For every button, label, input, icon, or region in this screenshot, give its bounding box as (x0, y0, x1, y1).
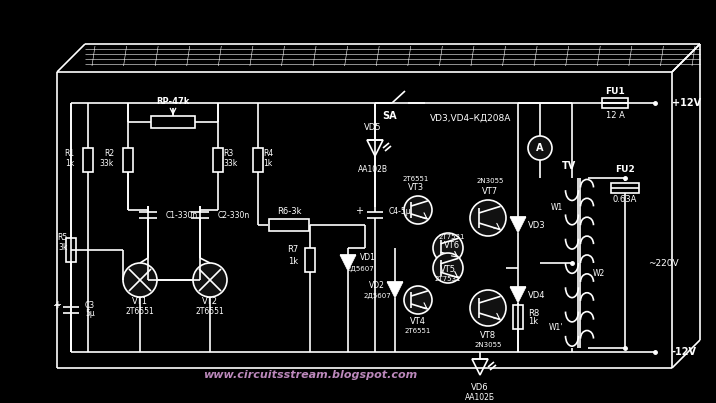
Text: 2Д5607: 2Д5607 (346, 266, 374, 272)
Text: 3k: 3k (59, 243, 68, 253)
Circle shape (470, 200, 506, 236)
Text: W2: W2 (593, 268, 605, 278)
Text: VT8: VT8 (480, 330, 496, 339)
Text: www.circuitsstream.blogspot.com: www.circuitsstream.blogspot.com (203, 370, 417, 380)
Text: VT6: VT6 (444, 241, 460, 251)
Circle shape (433, 233, 463, 263)
Bar (151, 116, 195, 128)
Text: 12 A: 12 A (606, 112, 624, 120)
Text: 2T6551: 2T6551 (403, 176, 429, 182)
Text: VD4: VD4 (528, 291, 546, 299)
Text: VD6: VD6 (471, 382, 489, 391)
Circle shape (470, 290, 506, 326)
Circle shape (404, 286, 432, 314)
Text: VT5: VT5 (440, 266, 456, 274)
Bar (269, 219, 309, 231)
Text: 33k: 33k (100, 158, 114, 168)
Text: C1-330n: C1-330n (166, 210, 198, 220)
Text: 2T6551: 2T6551 (195, 307, 224, 316)
Polygon shape (510, 217, 526, 233)
Text: +: + (53, 300, 61, 310)
Bar (123, 148, 133, 172)
Text: +: + (52, 301, 60, 311)
Text: VD3: VD3 (528, 220, 546, 229)
Text: 2T6551: 2T6551 (405, 328, 431, 334)
Text: SA: SA (382, 111, 397, 121)
Circle shape (528, 136, 552, 160)
Circle shape (123, 263, 157, 297)
Bar (513, 305, 523, 329)
Text: TV: TV (562, 161, 576, 171)
Bar (66, 238, 76, 262)
Text: W1: W1 (551, 204, 563, 212)
Text: R8: R8 (528, 309, 539, 318)
Text: R1: R1 (64, 148, 74, 158)
Circle shape (404, 196, 432, 224)
Text: АА102Б: АА102Б (465, 393, 495, 401)
Text: VT2: VT2 (202, 297, 218, 307)
Text: 0.63A: 0.63A (613, 195, 637, 204)
Text: R3: R3 (223, 148, 233, 158)
Text: 1k: 1k (64, 158, 74, 168)
Text: +: + (355, 206, 363, 216)
Text: W1': W1' (548, 324, 563, 332)
Text: VD5: VD5 (364, 123, 382, 133)
Text: 5μ: 5μ (85, 310, 95, 318)
Text: 2N3055: 2N3055 (474, 342, 502, 348)
Text: VT1: VT1 (132, 297, 148, 307)
Text: -12V: -12V (672, 347, 697, 357)
Text: 1k: 1k (263, 158, 272, 168)
Text: RP-47k: RP-47k (156, 96, 190, 106)
Text: 2T7531: 2T7531 (435, 276, 461, 282)
Text: FU1: FU1 (605, 87, 625, 96)
Text: 2T7531: 2T7531 (439, 234, 465, 240)
Text: R5: R5 (58, 233, 68, 241)
Text: R2: R2 (104, 148, 114, 158)
Text: 2T6551: 2T6551 (125, 307, 155, 316)
Text: ~220V: ~220V (648, 258, 679, 268)
Text: 1k: 1k (528, 318, 538, 326)
Bar (602, 98, 628, 108)
Bar (305, 248, 315, 272)
Text: C4-5μ: C4-5μ (389, 206, 412, 216)
Text: C3: C3 (85, 301, 95, 310)
Text: 1k: 1k (288, 256, 298, 266)
Polygon shape (340, 255, 356, 271)
Circle shape (193, 263, 227, 297)
Text: FU2: FU2 (615, 166, 635, 174)
Polygon shape (510, 287, 526, 303)
Text: 2N3055: 2N3055 (476, 178, 503, 184)
Text: VT7: VT7 (482, 187, 498, 195)
Circle shape (433, 253, 463, 283)
Bar (83, 148, 93, 172)
Text: C2-330n: C2-330n (218, 210, 251, 220)
Text: VD2: VD2 (369, 280, 385, 289)
Text: 33k: 33k (223, 158, 237, 168)
Text: VT4: VT4 (410, 318, 426, 326)
Text: A: A (536, 143, 543, 153)
Bar (611, 183, 639, 193)
Polygon shape (387, 282, 403, 298)
Bar (213, 148, 223, 172)
Text: VD1: VD1 (360, 253, 376, 262)
Text: R7: R7 (286, 245, 298, 255)
Text: +12V: +12V (672, 98, 701, 108)
Text: АА102В: АА102В (358, 166, 388, 174)
Text: VT3: VT3 (408, 183, 424, 193)
Bar (253, 148, 263, 172)
Text: 2Д5607: 2Д5607 (363, 293, 391, 299)
Text: R4: R4 (263, 148, 274, 158)
Text: VD3,VD4–КД208А: VD3,VD4–КД208А (430, 114, 511, 123)
Text: R6-3k: R6-3k (277, 208, 301, 216)
